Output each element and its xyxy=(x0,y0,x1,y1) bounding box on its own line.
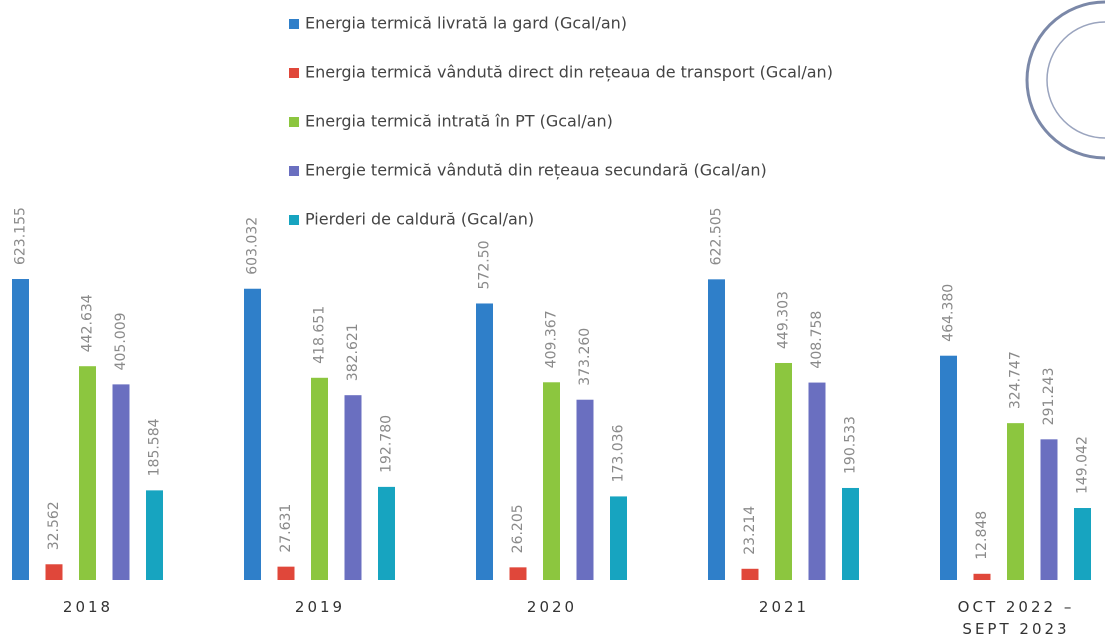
value-label: 291.243 xyxy=(1041,367,1057,425)
bar xyxy=(543,382,560,580)
value-label: 449.303 xyxy=(776,291,792,349)
legend-label: Energia termică vândută direct din rețea… xyxy=(305,63,833,82)
legend-label: Energia termică livrată la gard (Gcal/an… xyxy=(305,14,627,33)
bar xyxy=(1040,439,1058,580)
value-label: 464.380 xyxy=(941,284,957,342)
bar xyxy=(277,566,295,580)
value-label: 27.631 xyxy=(278,504,294,553)
stamp-inner xyxy=(1046,21,1105,139)
value-label: 408.758 xyxy=(809,311,825,369)
stamp xyxy=(1025,0,1105,160)
value-label: 623.155 xyxy=(13,207,29,265)
value-label: 192.780 xyxy=(379,415,395,473)
value-label: 409.367 xyxy=(544,310,560,368)
value-label: 572.50 xyxy=(477,240,493,289)
bar xyxy=(378,486,395,580)
bar xyxy=(12,279,29,580)
value-label: 12.848 xyxy=(974,511,990,560)
legend-label: Energie termică vândută din rețeaua secu… xyxy=(305,161,767,180)
bar xyxy=(79,366,96,580)
bar xyxy=(45,564,63,580)
value-label: 26.205 xyxy=(510,504,526,553)
bar xyxy=(344,395,362,580)
legend-swatch xyxy=(289,68,299,78)
value-label: 442.634 xyxy=(80,294,96,352)
bar xyxy=(842,487,859,580)
x-tick-label: 2019 xyxy=(294,598,346,616)
value-label: 23.214 xyxy=(742,506,758,555)
value-label: 149.042 xyxy=(1075,436,1091,494)
legend-label: Energia termică intrată în PT (Gcal/an) xyxy=(305,112,613,131)
bar xyxy=(576,399,594,580)
bar xyxy=(775,362,792,580)
value-label: 324.747 xyxy=(1008,351,1024,409)
bar xyxy=(708,279,725,580)
x-tick-label: 2021 xyxy=(758,598,810,616)
value-label: 622.505 xyxy=(709,207,725,265)
bar xyxy=(112,384,130,580)
bar xyxy=(741,568,759,580)
bar xyxy=(610,496,627,580)
value-label: 603.032 xyxy=(245,217,261,275)
legend-swatch xyxy=(289,166,299,176)
bar xyxy=(146,490,163,580)
bar xyxy=(476,303,493,580)
bar xyxy=(1007,423,1024,580)
value-label: 373.260 xyxy=(577,328,593,386)
bar xyxy=(1074,508,1091,580)
bar xyxy=(973,573,991,580)
value-label: 32.562 xyxy=(46,501,62,550)
bar xyxy=(509,567,527,580)
value-label: 382.621 xyxy=(345,323,361,381)
value-label: 418.651 xyxy=(312,306,328,364)
x-tick-label: OCT 2022 – SEPT 2023 xyxy=(957,598,1075,638)
bar xyxy=(244,288,261,580)
legend-swatch xyxy=(289,215,299,225)
legend-label: Pierderi de caldură (Gcal/an) xyxy=(305,210,534,229)
bar xyxy=(940,355,957,580)
legend-swatch xyxy=(289,19,299,29)
value-label: 185.584 xyxy=(147,418,163,476)
value-label: 173.036 xyxy=(611,424,627,482)
value-label: 190.533 xyxy=(843,416,859,474)
legend-swatch xyxy=(289,117,299,127)
bar xyxy=(808,382,826,580)
value-label: 405.009 xyxy=(113,312,129,370)
bar xyxy=(311,377,328,580)
x-tick-label: 2018 xyxy=(62,598,114,616)
x-tick-label: 2020 xyxy=(526,598,578,616)
